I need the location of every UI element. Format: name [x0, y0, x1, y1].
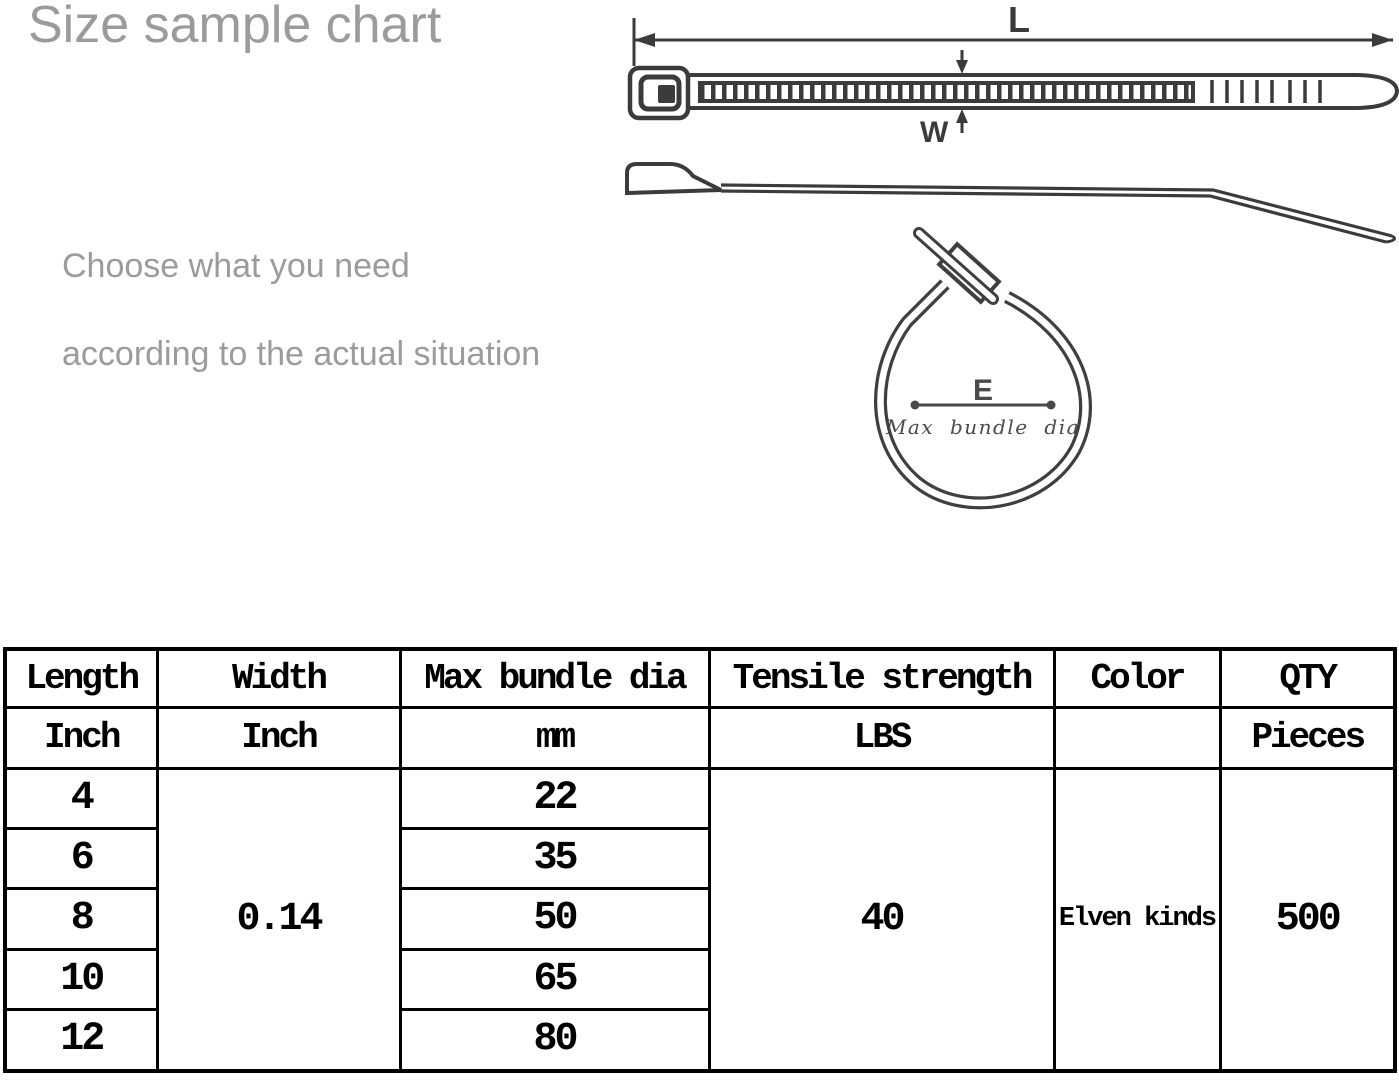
subtitle-line1: Choose what you need	[62, 247, 410, 285]
unit-tensile-strength: LBS	[707, 705, 1056, 770]
table-row: 4 0.14 22 40 Elven kinds 500	[3, 766, 1397, 1073]
length-value: 6	[3, 826, 159, 890]
table-row: 12 80	[3, 1007, 1395, 1073]
cable-tie-loop-diagram: E Max bundle dia	[874, 227, 1093, 510]
max-bundle-dia-value: 35	[398, 826, 711, 890]
length-value: 4	[3, 766, 159, 830]
tie-head	[627, 65, 691, 121]
width-dimension-arrows	[956, 50, 968, 133]
unit-length: Inch	[3, 705, 159, 770]
tie-band-side-top	[720, 183, 1393, 238]
tie-band-side-bottom	[720, 189, 1387, 244]
subtitle-line2: according to the actual situation	[62, 335, 541, 373]
col-header-max-bundle-dia: Max bundle dia	[398, 647, 711, 709]
tie-tail-loop	[913, 227, 999, 305]
length-dimension-label: L	[1008, 0, 1030, 40]
col-header-qty: QTY	[1218, 647, 1397, 709]
col-header-color: Color	[1052, 647, 1222, 709]
bundle-diameter-line	[910, 400, 1056, 410]
length-value: 8	[3, 886, 159, 951]
length-dimension-arrow	[632, 18, 1393, 66]
cable-tie-side-view-diagram	[625, 162, 1396, 244]
unit-max-bundle-dia: mm	[398, 705, 711, 770]
width-dimension-label: W	[920, 116, 949, 149]
col-header-tensile-strength: Tensile strength	[707, 647, 1056, 709]
unit-width: Inch	[155, 705, 402, 770]
tie-band	[688, 73, 1399, 110]
cable-tie-top-view-diagram: L W	[627, 0, 1399, 149]
table-row: 8 50	[3, 886, 1395, 951]
length-value: 10	[3, 947, 159, 1011]
table-row: 10 65	[3, 947, 1395, 1011]
bundle-diameter-caption: Max bundle dia	[885, 415, 1080, 439]
page-title: Size sample chart	[28, 0, 442, 54]
max-bundle-dia-value: 50	[398, 886, 711, 951]
col-header-width: Width	[155, 647, 402, 709]
tie-head-side	[625, 162, 722, 196]
qty-value: 500	[1218, 766, 1397, 1073]
unit-color	[1052, 705, 1222, 770]
tie-loop	[874, 279, 1093, 510]
col-header-length: Length	[3, 647, 159, 709]
table-header-row: Length Width Max bundle dia Tensile stre…	[3, 647, 1397, 709]
tensile-strength-value: 40	[707, 766, 1056, 1073]
max-bundle-dia-value: 65	[398, 947, 711, 1011]
max-bundle-dia-value: 22	[398, 766, 711, 830]
max-bundle-dia-value: 80	[398, 1007, 711, 1073]
size-table: Length Width Max bundle dia Tensile stre…	[3, 647, 1397, 1073]
table-unit-row: Inch Inch mm LBS Pieces	[3, 705, 1397, 770]
table-row: 6 35	[3, 826, 1395, 890]
color-value: Elven kinds	[1052, 766, 1222, 1073]
bundle-diameter-label: E	[973, 374, 993, 407]
tie-tail-tip	[1385, 234, 1396, 244]
unit-qty: Pieces	[1218, 705, 1397, 770]
length-value: 12	[3, 1007, 159, 1073]
tie-teeth	[698, 81, 1195, 103]
width-value: 0.14	[155, 766, 402, 1073]
